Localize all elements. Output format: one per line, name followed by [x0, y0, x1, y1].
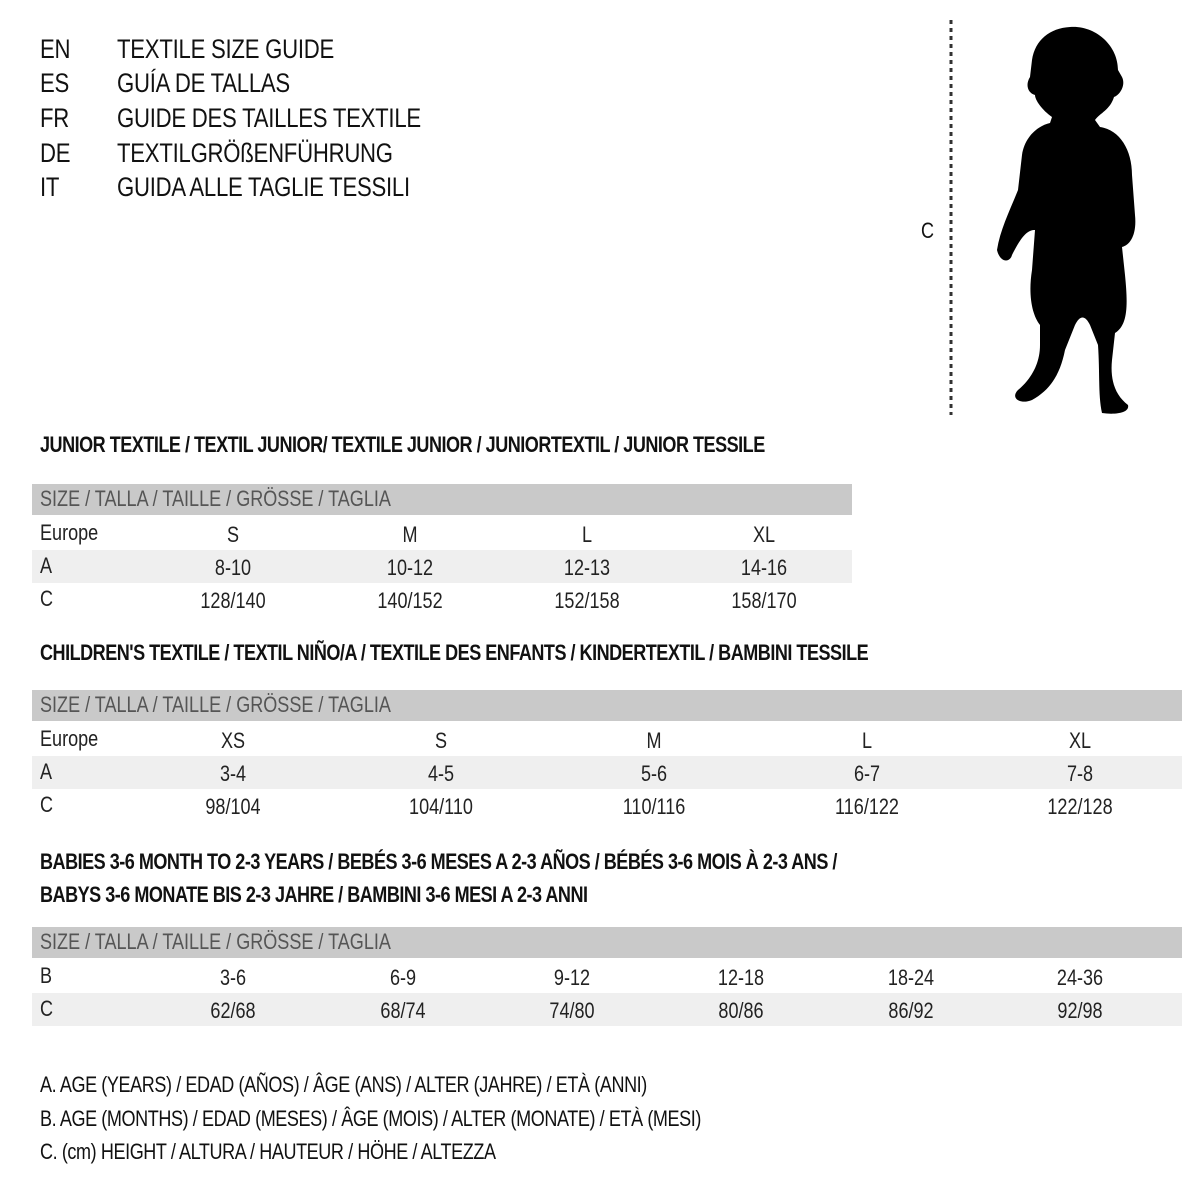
- row-label: B: [40, 963, 53, 988]
- legend-item: A. AGE (YEARS) / EDAD (AÑOS) / ÂGE (ANS)…: [40, 1072, 647, 1097]
- section-heading-babies-line2: BABYS 3-6 MONATE BIS 2-3 JAHRE / BAMBINI…: [40, 882, 588, 907]
- table-cell: 8-10: [214, 555, 252, 580]
- table-cell: XL: [1068, 728, 1092, 753]
- section-heading-babies-line1: BABIES 3-6 MONTH TO 2-3 YEARS / BEBÉS 3-…: [40, 849, 837, 874]
- table-cell: L: [581, 522, 593, 547]
- table-row: Europe XS S M L XL: [32, 723, 1182, 756]
- table-cell: S: [434, 728, 448, 753]
- row-label: C: [40, 792, 54, 817]
- table-cell: M: [646, 728, 662, 753]
- table-cell: 128/140: [200, 588, 266, 613]
- table-header: SIZE / TALLA / TAILLE / GRÖSSE / TAGLIA: [32, 690, 1182, 721]
- row-label: C: [40, 586, 54, 611]
- table-cell: L: [861, 728, 873, 753]
- title-text: TEXTILGRÖßENFÜHRUNG: [117, 138, 393, 168]
- table-cell: 92/98: [1057, 998, 1103, 1023]
- table-cell: 12-18: [717, 965, 765, 990]
- table-cell: 62/68: [210, 998, 256, 1023]
- table-cell: XS: [220, 728, 246, 753]
- table-cell: 86/92: [888, 998, 934, 1023]
- table-cell: 5-6: [640, 761, 668, 786]
- table-cell: 6-7: [853, 761, 881, 786]
- section-heading-children: CHILDREN'S TEXTILE / TEXTIL NIÑO/A / TEX…: [40, 640, 869, 665]
- legend-item: C. (cm) HEIGHT / ALTURA / HAUTEUR / HÖHE…: [40, 1139, 496, 1164]
- children-size-table: SIZE / TALLA / TAILLE / GRÖSSE / TAGLIA …: [32, 690, 1182, 822]
- table-row: C 98/104 104/110 110/116 116/122 122/128: [32, 789, 1182, 822]
- table-cell: 116/122: [835, 794, 899, 819]
- table-header: SIZE / TALLA / TAILLE / GRÖSSE / TAGLIA: [32, 484, 852, 515]
- table-cell: 24-36: [1056, 965, 1104, 990]
- title-text: TEXTILE SIZE GUIDE: [117, 34, 335, 64]
- row-label: Europe: [40, 726, 99, 751]
- size-header-label: SIZE / TALLA / TAILLE / GRÖSSE / TAGLIA: [40, 486, 391, 511]
- junior-size-table: SIZE / TALLA / TAILLE / GRÖSSE / TAGLIA …: [32, 484, 852, 616]
- table-cell: 7-8: [1066, 761, 1094, 786]
- row-label: C: [40, 996, 54, 1021]
- table-row: A 3-4 4-5 5-6 6-7 7-8: [32, 756, 1182, 789]
- child-silhouette-icon: [949, 20, 1136, 415]
- size-header-label: SIZE / TALLA / TAILLE / GRÖSSE / TAGLIA: [40, 929, 391, 954]
- table-row: C 62/68 68/74 74/80 80/86 86/92 92/98: [32, 993, 1182, 1026]
- table-cell: 12-13: [563, 555, 611, 580]
- table-header: SIZE / TALLA / TAILLE / GRÖSSE / TAGLIA: [32, 927, 1182, 958]
- section-heading-junior: JUNIOR TEXTILE / TEXTIL JUNIOR/ TEXTILE …: [40, 432, 765, 457]
- legend-item: B. AGE (MONTHS) / EDAD (MESES) / ÂGE (MO…: [40, 1106, 701, 1131]
- table-cell: 3-4: [219, 761, 247, 786]
- table-cell: 122/128: [1047, 794, 1113, 819]
- row-label: A: [40, 759, 53, 784]
- lang-code: EN: [40, 34, 71, 64]
- table-cell: 98/104: [205, 794, 261, 819]
- row-label: A: [40, 553, 53, 578]
- table-row: B 3-6 6-9 9-12 12-18 18-24 24-36: [32, 960, 1182, 993]
- table-row: C 128/140 140/152 152/158 158/170: [32, 583, 852, 616]
- title-text: GUÍA DE TALLAS: [117, 68, 290, 98]
- table-cell: 74/80: [549, 998, 595, 1023]
- table-cell: 4-5: [427, 761, 455, 786]
- table-cell: 140/152: [377, 588, 443, 613]
- babies-size-table: SIZE / TALLA / TAILLE / GRÖSSE / TAGLIA …: [32, 927, 1182, 1026]
- lang-code: DE: [40, 138, 71, 168]
- table-cell: 104/110: [409, 794, 473, 819]
- measure-label: C: [921, 218, 935, 243]
- table-cell: 80/86: [718, 998, 764, 1023]
- table-row: A 8-10 10-12 12-13 14-16: [32, 550, 852, 583]
- lang-code: IT: [40, 172, 60, 202]
- table-cell: 18-24: [887, 965, 935, 990]
- table-cell: 10-12: [386, 555, 434, 580]
- table-cell: 68/74: [380, 998, 426, 1023]
- table-cell: 158/170: [731, 588, 797, 613]
- table-cell: S: [226, 522, 240, 547]
- row-label: Europe: [40, 520, 99, 545]
- table-cell: M: [402, 522, 418, 547]
- title-text: GUIDA ALLE TAGLIE TESSILI: [117, 172, 410, 202]
- table-cell: 14-16: [740, 555, 788, 580]
- size-header-label: SIZE / TALLA / TAILLE / GRÖSSE / TAGLIA: [40, 692, 391, 717]
- table-cell: 3-6: [219, 965, 247, 990]
- table-cell: 110/116: [622, 794, 686, 819]
- lang-code: FR: [40, 103, 70, 133]
- title-text: GUIDE DES TAILLES TEXTILE: [117, 103, 421, 133]
- table-cell: 6-9: [389, 965, 417, 990]
- table-row: Europe S M L XL: [32, 517, 852, 550]
- table-cell: XL: [752, 522, 776, 547]
- table-cell: 152/158: [554, 588, 620, 613]
- lang-code: ES: [40, 68, 70, 98]
- table-cell: 9-12: [553, 965, 591, 990]
